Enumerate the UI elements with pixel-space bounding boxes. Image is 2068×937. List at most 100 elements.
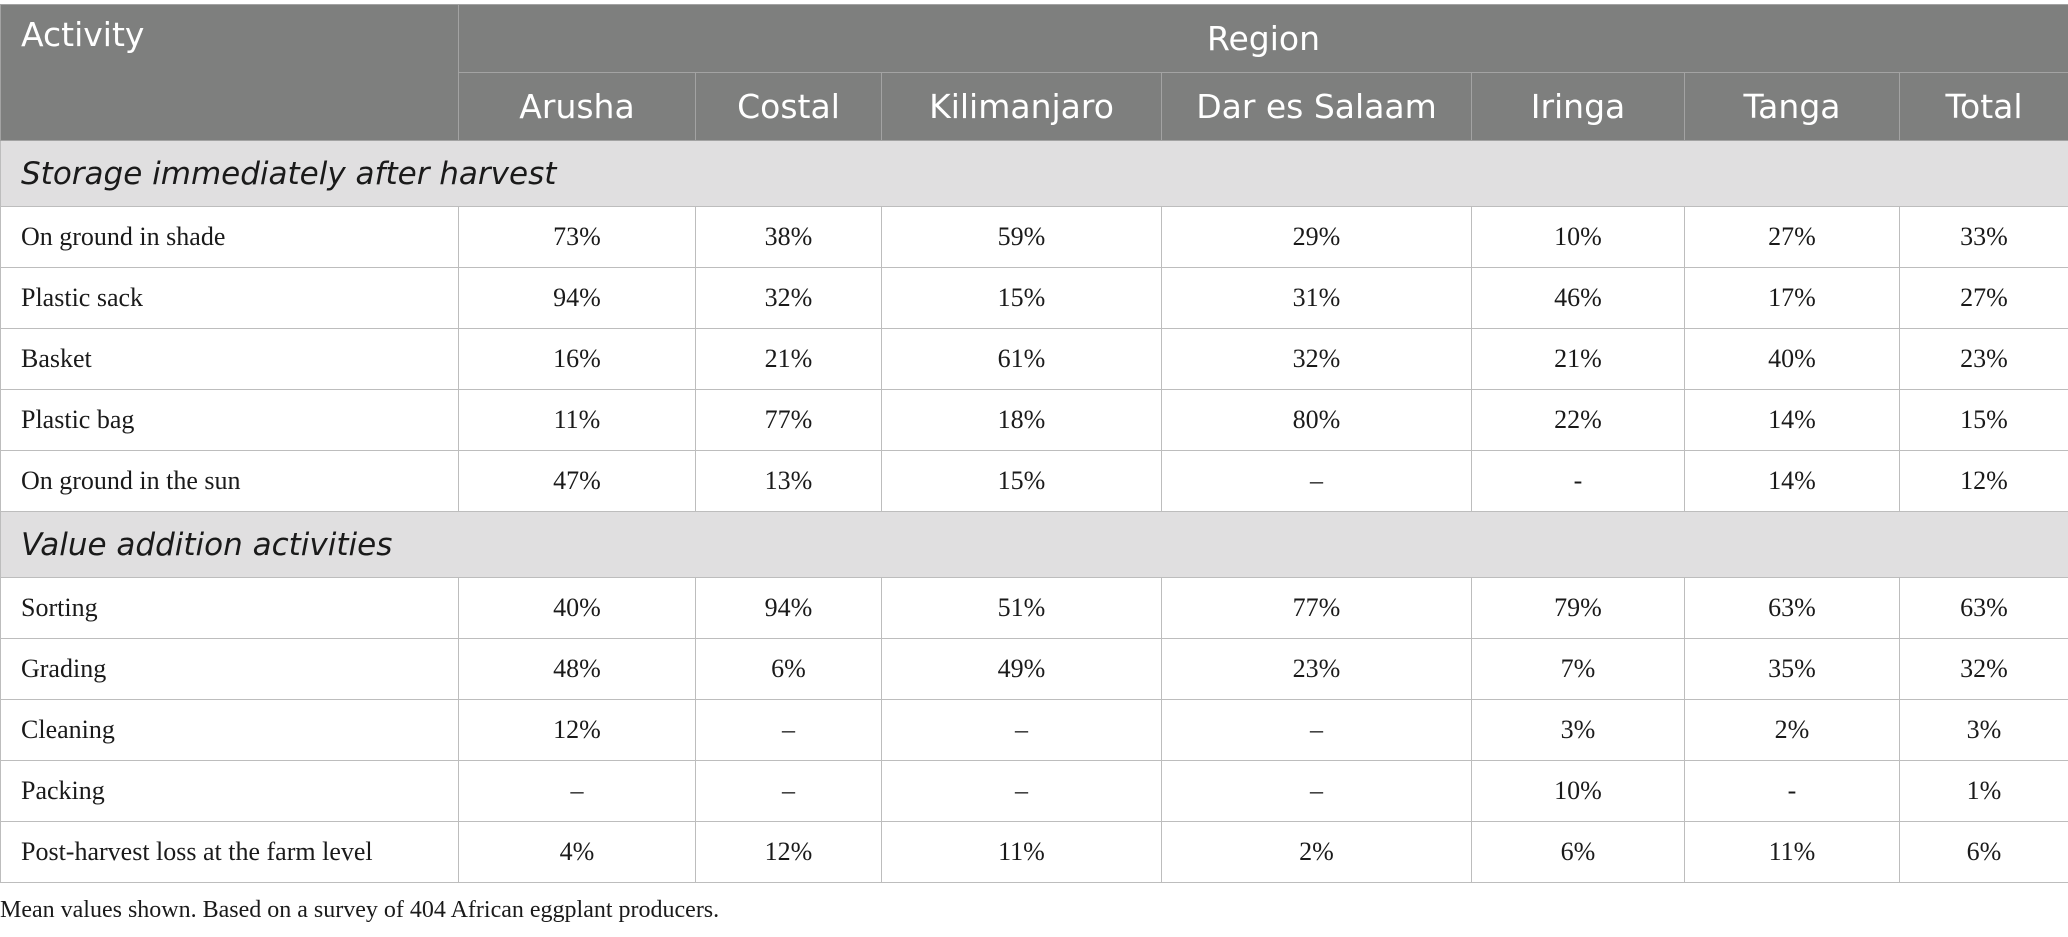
table-cell: 11% <box>1684 821 1900 883</box>
table-cell: 47% <box>458 450 696 512</box>
data-table: Activity Region Arusha Costal Kilimanjar… <box>0 4 2068 883</box>
table-cell: 3% <box>1471 699 1685 761</box>
section-row: Value addition activities <box>0 511 2068 578</box>
table-cell: 31% <box>1161 267 1472 329</box>
table-cell: 16% <box>458 328 696 390</box>
row-label: Grading <box>0 638 459 700</box>
section-title: Value addition activities <box>0 511 2068 578</box>
table-cell: 10% <box>1471 206 1685 268</box>
table-cell: 22% <box>1471 389 1685 451</box>
table-cell: 32% <box>1898 638 2068 700</box>
table-cell: 17% <box>1684 267 1900 329</box>
table-cell: 12% <box>1898 450 2068 512</box>
row-label: On ground in the sun <box>0 450 459 512</box>
table-cell: 3% <box>1898 699 2068 761</box>
table-row: Post-harvest loss at the farm level 4% 12%… <box>0 821 2068 883</box>
table-cell: 11% <box>881 821 1162 883</box>
row-label: Sorting <box>0 577 459 639</box>
table-cell: 18% <box>881 389 1162 451</box>
table-cell: 38% <box>695 206 882 268</box>
table-cell: 40% <box>458 577 696 639</box>
table-row: Plastic bag 11% 77% 18% 80% 22% 14% 15% <box>0 389 2068 451</box>
table-cell: – <box>695 699 882 761</box>
table-cell: 21% <box>695 328 882 390</box>
table-cell: 6% <box>1471 821 1685 883</box>
table-cell: 2% <box>1684 699 1900 761</box>
table-cell: 12% <box>458 699 696 761</box>
table-cell: 7% <box>1471 638 1685 700</box>
table-cell: – <box>1161 450 1472 512</box>
table-row: Basket 16% 21% 61% 32% 21% 40% 23% <box>0 328 2068 390</box>
table-cell: 63% <box>1684 577 1900 639</box>
table-cell: 40% <box>1684 328 1900 390</box>
table-cell: 11% <box>458 389 696 451</box>
table-cell: 35% <box>1684 638 1900 700</box>
table-cell: 15% <box>1898 389 2068 451</box>
row-label: Post-harvest loss at the farm level <box>0 821 459 883</box>
column-header: Tanga <box>1684 72 1900 141</box>
table-cell: 13% <box>695 450 882 512</box>
column-header: Iringa <box>1471 72 1685 141</box>
table-cell: 27% <box>1898 267 2068 329</box>
table-cell: 94% <box>458 267 696 329</box>
table-cell: 23% <box>1898 328 2068 390</box>
row-label: On ground in shade <box>0 206 459 268</box>
table-cell: 14% <box>1684 389 1900 451</box>
table-cell: – <box>695 760 882 822</box>
section-title: Storage immediately after harvest <box>0 140 2068 207</box>
row-label: Plastic sack <box>0 267 459 329</box>
table-cell: 23% <box>1161 638 1472 700</box>
table-cell: 14% <box>1684 450 1900 512</box>
table-cell: – <box>881 699 1162 761</box>
row-label: Plastic bag <box>0 389 459 451</box>
table-cell: – <box>1161 699 1472 761</box>
table-cell: 15% <box>881 450 1162 512</box>
table-cell: 94% <box>695 577 882 639</box>
table-row: Cleaning 12% – – –3% 2% 3% <box>0 699 2068 761</box>
table-row: On ground in shade 73% 38% 59% 29% 10% 27% 33% <box>0 206 2068 268</box>
table-body: Storage immediately after harvest On grou… <box>0 140 2068 883</box>
region-column-header: Region <box>457 4 2068 73</box>
table-cell: 48% <box>458 638 696 700</box>
table-cell: 51% <box>881 577 1162 639</box>
column-header: Dar es Salaam <box>1161 72 1472 141</box>
table-cell: 32% <box>1161 328 1472 390</box>
table-cell: - <box>1471 450 1685 512</box>
table-cell: 12% <box>695 821 882 883</box>
table-row: Plastic sack 94% 32% 15% 31% 46% 17% 27% <box>0 267 2068 329</box>
table-cell: 49% <box>881 638 1162 700</box>
table-cell: 32% <box>695 267 882 329</box>
table-cell: – <box>1161 760 1472 822</box>
table-cell: 46% <box>1471 267 1685 329</box>
column-header: Kilimanjaro <box>881 72 1162 141</box>
table-cell: 2% <box>1161 821 1472 883</box>
table-cell: 80% <box>1161 389 1472 451</box>
table-cell: – <box>881 760 1162 822</box>
table-cell: 4% <box>458 821 696 883</box>
table-row: Grading 48% 6% 49% 23% 7% 35% 32% <box>0 638 2068 700</box>
activity-column-header: Activity <box>0 4 459 141</box>
table-cell: 29% <box>1161 206 1472 268</box>
table-cell: – <box>458 760 696 822</box>
table-cell: 61% <box>881 328 1162 390</box>
table-cell: 33% <box>1898 206 2068 268</box>
table-row: Sorting 40% 94% 51% 77% 79% 63% 63% <box>0 577 2068 639</box>
table-cell: 6% <box>1898 821 2068 883</box>
table-cell: 77% <box>695 389 882 451</box>
table-cell: 21% <box>1471 328 1685 390</box>
table-cell: 27% <box>1684 206 1900 268</box>
table-cell: 73% <box>458 206 696 268</box>
row-label: Packing <box>0 760 459 822</box>
row-label: Cleaning <box>0 699 459 761</box>
row-label: Basket <box>0 328 459 390</box>
column-header: Costal <box>695 72 882 141</box>
table-row: Packing – – – –10% -1% <box>0 760 2068 822</box>
table-cell: - <box>1684 760 1900 822</box>
table-row: On ground in the sun 47% 13% 15% – -14% 12% <box>0 450 2068 512</box>
table-cell: 59% <box>881 206 1162 268</box>
table-cell: 6% <box>695 638 882 700</box>
table-footnote: Mean values shown. Based on a survey of … <box>0 897 720 923</box>
table-cell: 15% <box>881 267 1162 329</box>
table-cell: 1% <box>1898 760 2068 822</box>
table-cell: 10% <box>1471 760 1685 822</box>
